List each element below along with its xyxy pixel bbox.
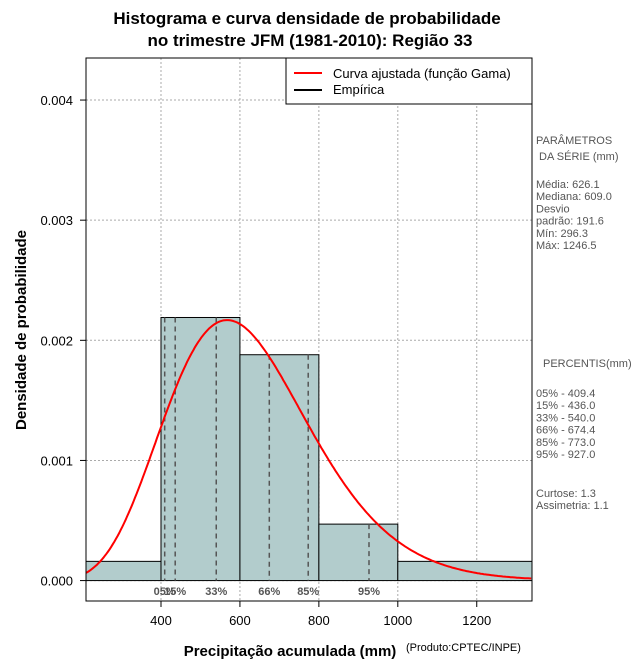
- percentil-line: 05% - 409.4: [536, 388, 595, 400]
- percentile-label: 85%: [297, 586, 319, 598]
- y-axis-ticks: 0.000 0.001 0.002 0.003 0.004: [40, 93, 86, 589]
- params-title-2: DA SÉRIE (mm): [536, 150, 619, 163]
- percentil-line: 33% - 540.0: [536, 412, 595, 424]
- percentile-label: 05%: [154, 586, 176, 598]
- y-axis-label: Densidade de probabilidade: [13, 230, 30, 430]
- y-tick-label: 0.003: [40, 213, 73, 228]
- stat-line: Curtose: 1.3: [536, 488, 596, 500]
- legend: Curva ajustada (função Gama) Empírica: [285, 57, 533, 105]
- param-line: Mediana: 609.0: [536, 191, 612, 203]
- x-tick-label: 600: [229, 613, 251, 628]
- param-line: Desvio: [536, 203, 570, 215]
- chart-title-line2: no trimestre JFM (1981-2010): Região 33: [147, 31, 472, 50]
- histogram-bars: [85, 316, 533, 582]
- y-tick-label: 0.000: [40, 574, 73, 589]
- param-line: padrão: 191.6: [536, 216, 604, 228]
- params-title-1: PARÂMETROS: [536, 134, 612, 147]
- x-axis-ticks: 400 600 800 1000 1200: [150, 601, 491, 628]
- histogram-bar: [239, 354, 320, 582]
- x-tick-label: 800: [308, 613, 330, 628]
- percentil-line: 95% - 927.0: [536, 449, 595, 461]
- histogram-bar: [160, 316, 241, 582]
- percentile-lines: 05%15% 33% 66% 85% 95%: [154, 317, 380, 598]
- param-line: Máx: 1246.5: [536, 240, 597, 252]
- stat-line: Assimetria: 1.1: [536, 500, 609, 512]
- percentile-label: 33%: [205, 586, 227, 598]
- legend-box: [285, 57, 533, 105]
- percentile-label: 66%: [258, 586, 280, 598]
- percentil-line: 66% - 674.4: [536, 425, 595, 437]
- histogram-bar: [318, 523, 399, 582]
- percentile-label: 95%: [358, 586, 380, 598]
- param-line: Média: 626.1: [536, 179, 600, 191]
- param-line: Mín: 296.3: [536, 228, 588, 240]
- credit-label: (Produto:CPTEC/INPE): [406, 642, 521, 654]
- percentile-label: 15%: [164, 586, 186, 598]
- legend-label-empirical: Empírica: [333, 82, 385, 97]
- x-tick-label: 400: [150, 613, 172, 628]
- y-tick-label: 0.001: [40, 453, 73, 468]
- chart-title-line1: Histograma e curva densidade de probabil…: [113, 9, 500, 28]
- percentil-line: 15% - 436.0: [536, 400, 595, 412]
- x-axis-label: Precipitação acumulada (mm): [184, 643, 397, 660]
- legend-label-fit: Curva ajustada (função Gama): [333, 66, 511, 81]
- x-tick-label: 1200: [462, 613, 491, 628]
- percentis-title: PERCENTIS(mm): [543, 358, 632, 370]
- y-tick-label: 0.004: [40, 93, 73, 108]
- y-tick-label: 0.002: [40, 333, 73, 348]
- gamma-curve: [85, 319, 532, 580]
- x-tick-label: 1000: [383, 613, 412, 628]
- percentis-list: 05% - 409.415% - 436.033% - 540.066% - 6…: [536, 388, 595, 461]
- percentil-line: 85% - 773.0: [536, 437, 595, 449]
- side-panel: PARÂMETROS DA SÉRIE (mm) Média: 626.1Med…: [536, 134, 632, 512]
